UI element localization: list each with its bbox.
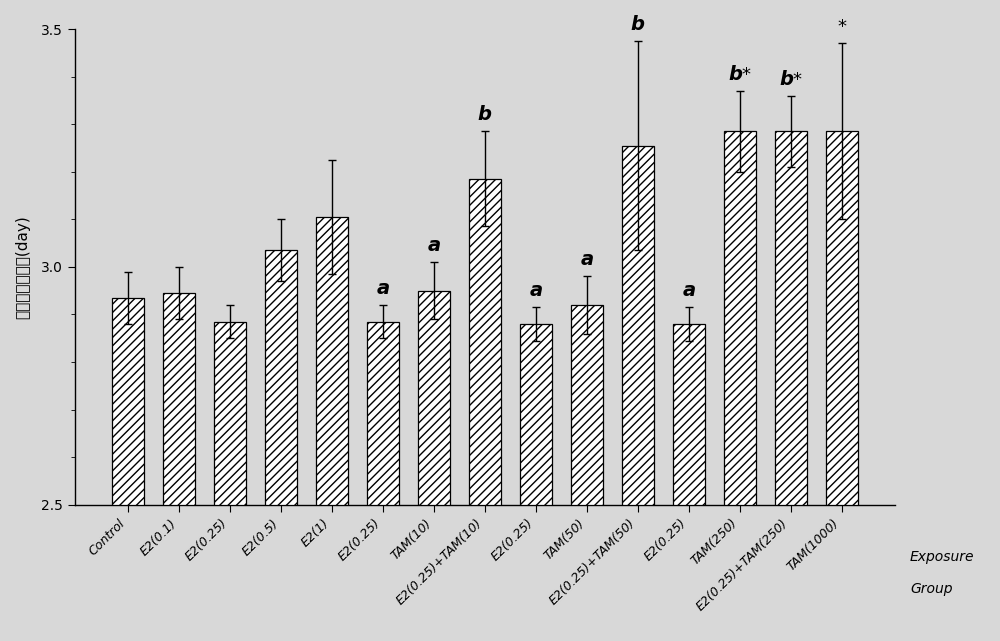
Bar [724,131,756,504]
Text: b: b [631,15,645,34]
Text: *: * [793,71,802,88]
Bar [673,324,705,504]
Text: a: a [682,281,695,300]
Bar [265,250,297,504]
Bar [775,131,807,504]
Text: a: a [529,281,542,300]
Text: a: a [580,250,593,269]
Bar [520,324,552,504]
Text: b: b [780,69,794,88]
Bar [469,179,501,504]
Text: *: * [742,66,751,84]
Text: *: * [837,18,846,36]
Y-axis label: 鱼马胚孵化时间(day): 鱼马胚孵化时间(day) [15,215,30,319]
Text: a: a [376,279,389,298]
Text: Exposure: Exposure [910,550,974,564]
Text: b: b [729,65,743,84]
Bar [418,291,450,504]
Bar [163,293,195,504]
Bar [826,131,858,504]
Bar [214,322,246,504]
Text: a: a [427,236,440,255]
Bar [571,305,603,504]
Bar [622,146,654,504]
Bar [367,322,399,504]
Bar [112,298,144,504]
Text: Group: Group [910,582,952,596]
Text: b: b [478,105,492,124]
Bar [316,217,348,504]
